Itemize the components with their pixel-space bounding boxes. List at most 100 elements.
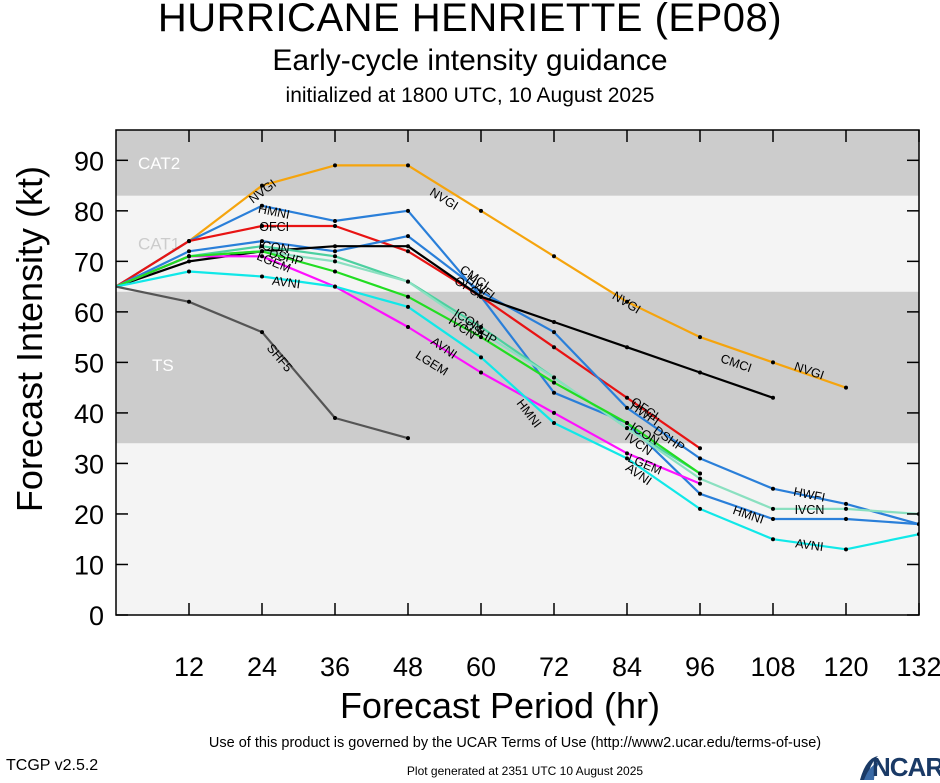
data-point-cmci (698, 370, 702, 375)
y-tick-label: 30 (74, 449, 104, 479)
x-tick-label: 60 (466, 652, 496, 682)
data-point-dshp (333, 269, 337, 274)
data-point-dshp (552, 380, 556, 385)
band-cat3 (116, 130, 919, 131)
x-tick-label: 96 (685, 652, 715, 682)
x-tick-label: 72 (539, 652, 569, 682)
data-point-avni (479, 355, 483, 360)
data-point-hwfi (698, 456, 702, 461)
data-point-ivcn (625, 426, 629, 431)
data-point-ofci (333, 223, 337, 228)
data-point-cmci (333, 244, 337, 249)
y-tick-label: 90 (74, 146, 104, 176)
data-point-ivcn (479, 330, 483, 335)
data-point-hmni (771, 517, 775, 522)
x-tick-label: 84 (612, 652, 642, 682)
data-point-dshp (698, 471, 702, 476)
series-label-text-hwfi: HWFI (792, 485, 826, 505)
data-point-cmci (187, 259, 191, 264)
y-tick-label: 70 (74, 247, 104, 277)
x-tick-label: 24 (247, 652, 277, 682)
data-point-hwfi (260, 239, 264, 244)
data-point-dshp (625, 421, 629, 426)
data-point-cmci (479, 294, 483, 299)
data-point-nvgi (625, 299, 629, 304)
series-label-icon: ICON (258, 238, 291, 256)
data-point-nvgi (260, 183, 264, 188)
series-line-avni (116, 270, 919, 551)
data-point-ivcn (333, 259, 337, 264)
data-point-shf5 (260, 330, 264, 335)
x-tick-label: 120 (823, 652, 868, 682)
data-point-nvgi (479, 208, 483, 213)
data-point-ofci (552, 345, 556, 350)
y-tick-label: 20 (74, 500, 104, 530)
data-point-lgem (698, 481, 702, 486)
data-point-avni (187, 269, 191, 274)
data-point-avni (333, 284, 337, 289)
series-label-ivcn: IVCN (795, 503, 825, 517)
ncar-logo-text: NCAR (872, 752, 940, 782)
x-axis-label: Forecast Period (hr) (339, 685, 661, 726)
data-point-lgem (260, 254, 264, 259)
data-point-nvgi (406, 163, 410, 168)
chart-title: HURRICANE HENRIETTE (EP08) (157, 0, 783, 40)
series-line-hwfi (116, 235, 919, 526)
data-point-shf5 (187, 299, 191, 304)
data-point-hwfi (844, 501, 848, 506)
series-label-text-ivcn: IVCN (795, 503, 825, 517)
data-point-cmci (625, 345, 629, 350)
data-point-hwfi (187, 249, 191, 254)
data-point-ivcn (844, 506, 848, 511)
data-point-dshp (187, 254, 191, 259)
data-point-hwfi (625, 405, 629, 410)
data-point-nvgi (771, 360, 775, 365)
data-point-avni (625, 456, 629, 461)
series-label-avni: AVNI (794, 536, 824, 554)
data-point-hmni (333, 218, 337, 223)
data-point-hmni (406, 208, 410, 213)
data-point-ofci (187, 239, 191, 244)
data-point-avni (771, 537, 775, 542)
data-point-hmni (552, 390, 556, 395)
series-label-hmni: HMNI (257, 202, 291, 222)
series-label-text-ofci: OFCI (259, 220, 289, 234)
band-label-cat3: CAT3 (138, 116, 180, 135)
x-tick-label: 48 (393, 652, 423, 682)
x-tick-label: 12 (174, 652, 204, 682)
data-point-nvgi (844, 385, 848, 390)
band-label-cat1: CAT1 (138, 235, 180, 254)
data-point-dshp (260, 249, 264, 254)
band-cat2 (116, 130, 919, 196)
data-point-avni (844, 547, 848, 552)
data-point-ofci (260, 223, 264, 228)
data-point-lgem (552, 410, 556, 415)
initialization-time: initialized at 1800 UTC, 10 August 2025 (285, 84, 655, 107)
data-point-ivcn (698, 476, 702, 481)
data-point-hmni (698, 491, 702, 496)
data-point-cmci (771, 395, 775, 400)
y-tick-label: 40 (74, 399, 104, 429)
data-point-dshp (406, 294, 410, 299)
x-tick-label: 36 (320, 652, 350, 682)
series-label-avni: AVNI (271, 274, 301, 292)
data-point-avni (260, 274, 264, 279)
y-tick-label: 10 (74, 550, 104, 580)
data-point-hmni (844, 517, 848, 522)
data-point-nvgi (333, 163, 337, 168)
data-point-ivcn (771, 506, 775, 511)
data-point-shf5 (406, 436, 410, 441)
data-point-lgem (479, 370, 483, 375)
data-point-shf5 (333, 415, 337, 420)
data-point-hwfi (406, 234, 410, 239)
x-tick-label: 108 (750, 652, 795, 682)
data-point-lgem (406, 325, 410, 330)
band-label-ts: TS (152, 356, 174, 375)
data-point-hwfi (771, 486, 775, 491)
data-point-dshp (479, 335, 483, 340)
version-label: TCGP v2.5.2 (6, 757, 99, 774)
data-point-icon (479, 325, 483, 330)
data-point-icon (333, 254, 337, 259)
data-point-nvgi (698, 335, 702, 340)
